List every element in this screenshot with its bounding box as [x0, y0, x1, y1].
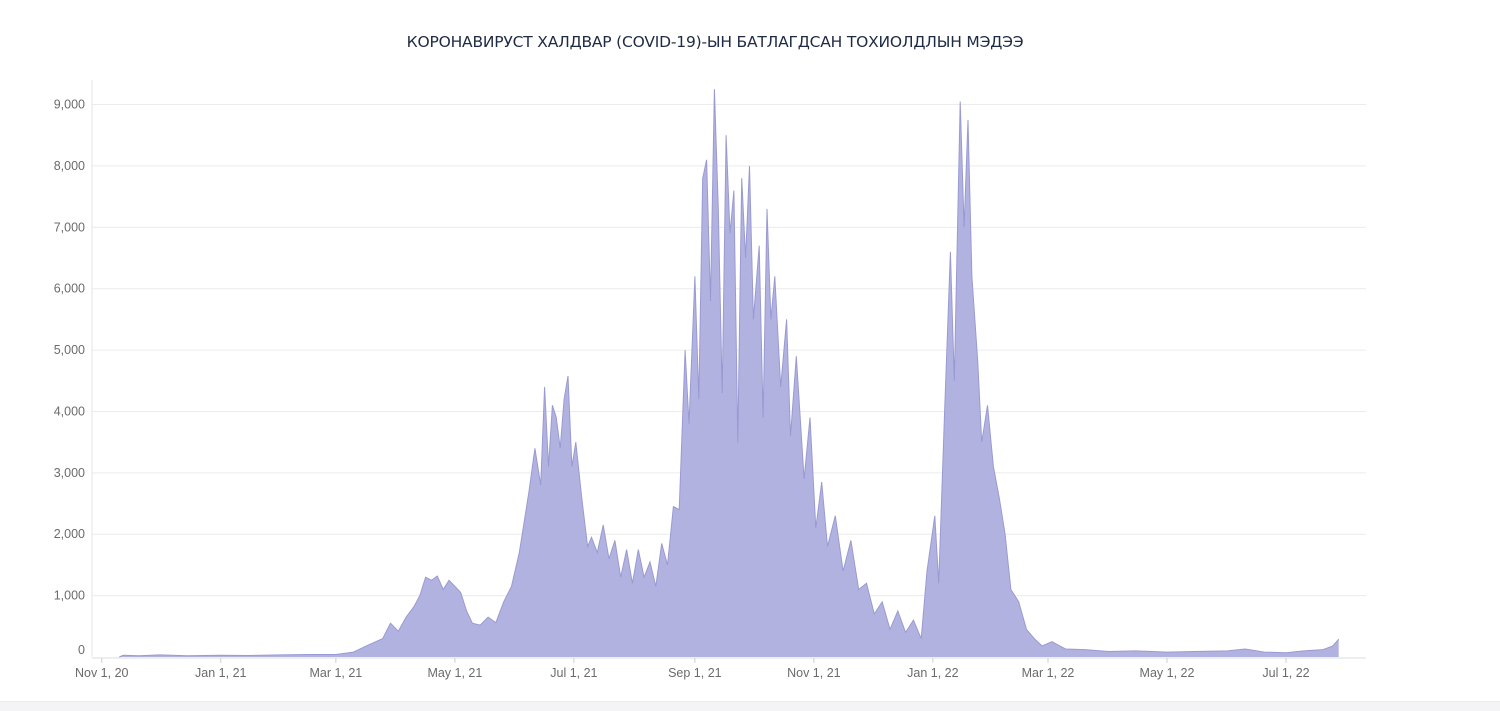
- y-tick-label: 0: [78, 643, 85, 657]
- y-tick-label: 9,000: [54, 98, 85, 112]
- y-tick-label: 5,000: [54, 343, 85, 357]
- x-tick-label: Mar 1, 22: [1022, 666, 1075, 680]
- x-tick-labels: Nov 1, 20 Jan 1, 21 Mar 1, 21 May 1, 21 Jul …: [75, 666, 1310, 680]
- x-tick-label: Jan 1, 21: [195, 666, 246, 680]
- x-tick-label: May 1, 22: [1140, 666, 1195, 680]
- x-tick-label: Nov 1, 20: [75, 666, 129, 680]
- y-tick-labels: 0 1,000 2,000 3,000 4,000 5,000 6,000 7,000 8,00…: [54, 98, 85, 657]
- y-tick-label: 8,000: [54, 159, 85, 173]
- x-tick-label: Sep 1, 21: [668, 666, 722, 680]
- chart-title: КОРОНАВИРУСТ ХАЛДВАР (COVID-19)-ЫН БАТЛА…: [406, 33, 1024, 51]
- x-tick-label: Jul 1, 22: [1262, 666, 1309, 680]
- x-tick-label: Mar 1, 21: [309, 666, 362, 680]
- y-tick-label: 1,000: [54, 589, 85, 603]
- x-tick-label: Jan 1, 22: [907, 666, 958, 680]
- x-tick-label: Nov 1, 21: [787, 666, 841, 680]
- y-tick-label: 6,000: [54, 282, 85, 296]
- series-area: [119, 89, 1340, 658]
- y-tick-label: 2,000: [54, 527, 85, 541]
- y-tick-label: 3,000: [54, 466, 85, 480]
- bottom-strip: [0, 701, 1500, 711]
- x-tick-label: May 1, 21: [427, 666, 482, 680]
- x-tick-label: Jul 1, 21: [550, 666, 597, 680]
- series-line: [119, 89, 1340, 658]
- y-tick-label: 7,000: [54, 220, 85, 234]
- y-tick-label: 4,000: [54, 404, 85, 418]
- axes: [91, 80, 1366, 663]
- series-area-fill: [119, 89, 1339, 657]
